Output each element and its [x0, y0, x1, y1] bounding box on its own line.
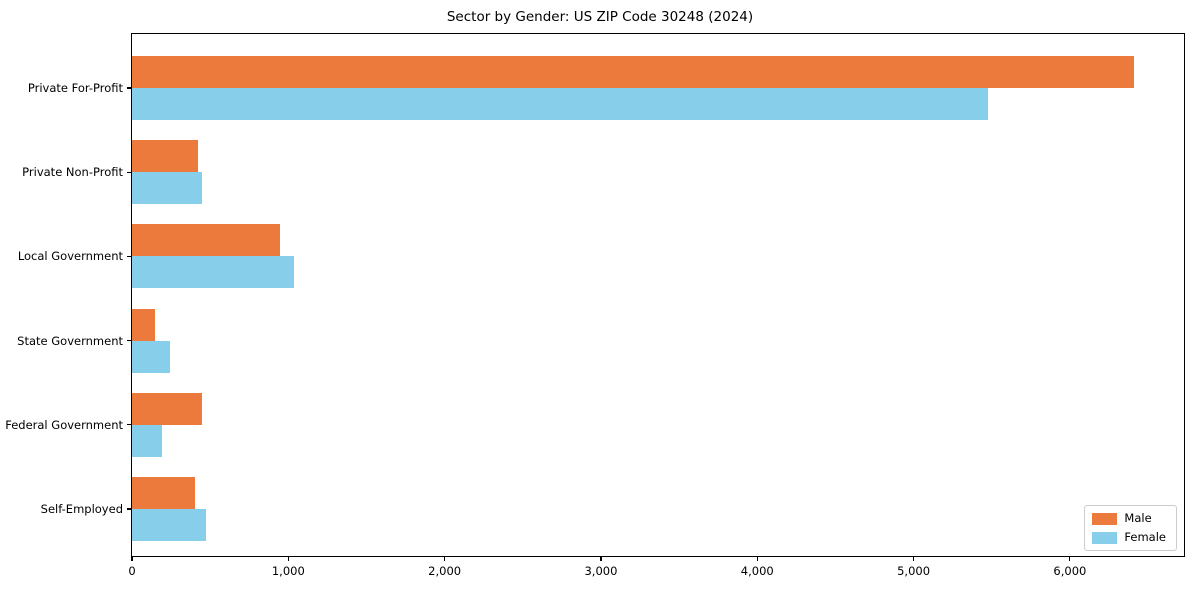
bar-male-1	[132, 56, 1134, 89]
y-category-label: Federal Government	[5, 417, 123, 432]
x-tick-label: 5,000	[897, 564, 931, 578]
x-tick-label: 6,000	[1053, 564, 1087, 578]
legend: Male Female	[1084, 505, 1177, 551]
chart-title: Sector by Gender: US ZIP Code 30248 (202…	[446, 9, 754, 25]
y-tick	[127, 339, 131, 342]
legend-label-male: Male	[1124, 511, 1152, 525]
bar-male-5	[132, 392, 202, 425]
y-tick	[127, 171, 131, 173]
bar-male-6	[132, 476, 195, 509]
bar-female-1	[132, 88, 988, 121]
x-tick	[131, 557, 133, 561]
bar-female-5	[132, 424, 162, 457]
bar-male-3	[132, 224, 280, 257]
x-tick	[444, 557, 446, 561]
bar-female-6	[132, 508, 206, 541]
y-category-label: Private Non-Profit	[22, 165, 123, 180]
y-tick	[127, 424, 131, 426]
x-tick	[600, 557, 602, 561]
y-category-label: State Government	[17, 333, 123, 348]
bar-male-2	[132, 140, 198, 173]
y-tick	[127, 87, 131, 89]
x-tick-label: 2,000	[428, 564, 462, 578]
x-tick-label: 0	[128, 564, 136, 578]
x-tick	[756, 557, 758, 561]
x-tick-label: 4,000	[740, 564, 774, 578]
bar-female-4	[132, 340, 170, 373]
bar-female-3	[132, 256, 294, 289]
bar-male-4	[132, 308, 155, 341]
x-tick-label: 3,000	[584, 564, 618, 578]
male-swatch-icon	[1092, 512, 1118, 525]
x-tick-label: 1,000	[271, 564, 305, 578]
bar-female-2	[132, 172, 202, 205]
y-category-label: Self-Employed	[40, 501, 123, 516]
y-category-label: Private For-Profit	[27, 81, 123, 96]
y-tick	[127, 508, 131, 510]
x-tick	[1069, 557, 1071, 561]
legend-label-female: Female	[1124, 530, 1166, 544]
y-tick	[127, 255, 131, 257]
x-tick	[912, 557, 915, 561]
legend-entry-female: Female	[1092, 531, 1166, 544]
x-tick	[287, 557, 289, 561]
female-swatch-icon	[1092, 531, 1118, 544]
legend-entry-male: Male	[1092, 512, 1166, 525]
plot-area: Male Female	[131, 33, 1185, 557]
y-category-label: Local Government	[17, 249, 123, 264]
